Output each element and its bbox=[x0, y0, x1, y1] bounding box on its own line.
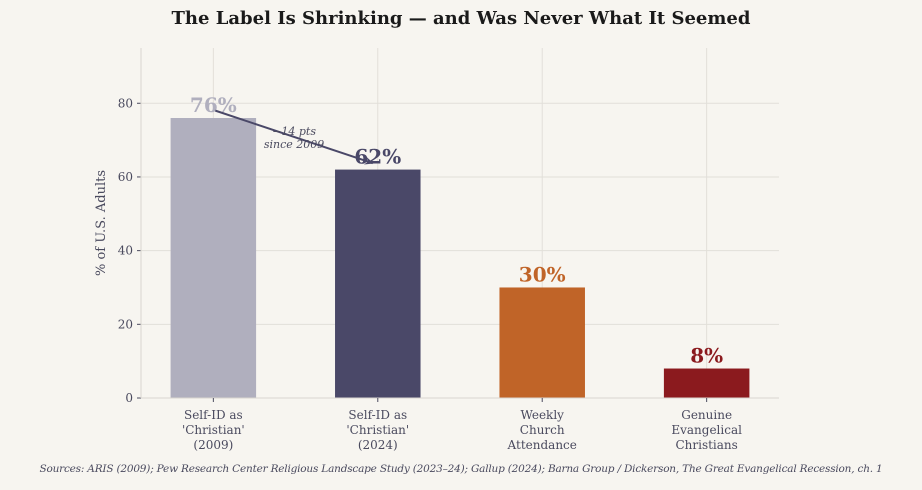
data-label: 62% bbox=[354, 145, 401, 169]
labels: 76% 62% 30% 8% bbox=[190, 93, 723, 368]
bar bbox=[335, 169, 421, 398]
y-tick-label: 20 bbox=[118, 317, 133, 331]
x-tick-label: Weekly Church Attendance bbox=[507, 408, 577, 452]
chart-title: The Label Is Shrinking — and Was Never W… bbox=[171, 8, 751, 29]
data-label: 76% bbox=[190, 93, 237, 117]
y-tick-label: 80 bbox=[118, 96, 133, 110]
annotation: −14 pts since 2009 bbox=[215, 109, 374, 165]
x-tick-label: Genuine Evangelical Christians bbox=[671, 408, 742, 452]
trend-arrow bbox=[215, 109, 374, 165]
y-axis-label: % of U.S. Adults bbox=[94, 170, 109, 276]
source-note: Sources: ARIS (2009); Pew Research Cente… bbox=[39, 463, 883, 475]
data-label: 30% bbox=[519, 262, 566, 286]
annotation-text: −14 pts since 2009 bbox=[264, 125, 324, 151]
bar bbox=[499, 287, 585, 398]
bars bbox=[170, 118, 750, 398]
y-tick-label: 0 bbox=[125, 391, 133, 405]
data-label: 8% bbox=[690, 344, 723, 368]
axes: 0 20 40 60 80 Self-ID as 'Christian' (2009) Self… bbox=[118, 48, 779, 452]
bar bbox=[170, 118, 257, 398]
x-tick-label: Self-ID as 'Christian' (2024) bbox=[346, 408, 409, 452]
y-tick-label: 40 bbox=[118, 244, 133, 258]
x-tick-label: Self-ID as 'Christian' (2009) bbox=[182, 408, 245, 452]
bar bbox=[663, 368, 750, 398]
y-tick-label: 60 bbox=[118, 170, 133, 184]
